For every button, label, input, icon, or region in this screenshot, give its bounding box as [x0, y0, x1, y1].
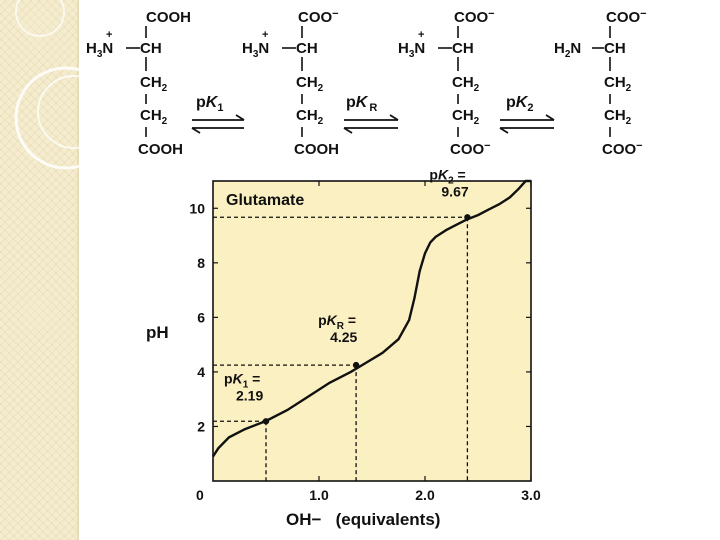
chart-title: Glutamate — [226, 192, 304, 209]
equilibrium-label: pK1 — [196, 94, 223, 114]
amine-charge: + — [418, 29, 424, 41]
pk-guide-lines — [213, 216, 469, 481]
amine-charge: + — [106, 29, 112, 41]
alpha-carbon: CH — [296, 40, 318, 57]
y-tick-label: 8 — [197, 255, 205, 271]
species-top-group: COO− — [454, 8, 495, 26]
y-tick-label: 4 — [197, 364, 205, 380]
ch2-group: CH2 — [140, 74, 168, 94]
ch2-group: CH2 — [452, 74, 480, 94]
titration-curve — [211, 179, 531, 458]
pk-point — [262, 418, 270, 425]
equilibrium-2: pK R — [343, 94, 399, 134]
species-top-group: COO− — [298, 8, 339, 26]
x-tick-label: 3.0 — [521, 487, 541, 503]
amine-group: H2N — [554, 40, 581, 60]
side-chain-group: COOH — [138, 141, 183, 158]
y-tick-labels: 2 4 6 8 10 — [189, 200, 531, 434]
y-tick-label: 2 — [197, 418, 205, 434]
side-chain-group: COO− — [450, 140, 491, 158]
x-tick-labels: 1.0 2.0 3.0 — [309, 181, 541, 503]
pk-labels: pK1 =2.19 pKR =4.25 pK2 =9.67 — [224, 166, 469, 403]
pk-value: 4.25 — [330, 329, 357, 345]
x-tick-label: 2.0 — [415, 487, 435, 503]
pk-label: pK2 = — [429, 166, 465, 186]
species-top-group: COO− — [606, 8, 647, 26]
side-chain-group: COOH — [294, 141, 339, 158]
alpha-carbon: CH — [452, 40, 474, 57]
y-axis-label: pH — [146, 323, 169, 342]
titration-plot: pK1 =2.19 pKR =4.25 pK2 =9.67 Glutamate 2 4… — [146, 166, 541, 529]
equilibrium-1: pK1 — [191, 94, 245, 134]
y-tick-label: 10 — [189, 200, 205, 216]
equilibrium-3: pK2 — [499, 94, 555, 134]
ch2-group: CH2 — [604, 107, 632, 127]
x-axis-label: OH− (equivalents) — [286, 510, 440, 529]
equilibrium-label: pK2 — [506, 94, 533, 114]
side-chain-group: COO− — [602, 140, 643, 158]
pk-value: 9.67 — [441, 183, 468, 199]
pk-point — [464, 214, 471, 221]
species-4: COO− H2N CH CH2 CH2 COO− — [554, 8, 647, 158]
species-1: COOH + H3N CH CH2 CH2 COOH — [86, 9, 191, 158]
amine-group: H3N — [398, 40, 425, 60]
species-3: COO− + H3N CH CH2 CH2 COO− — [398, 8, 495, 158]
equilibrium-label: pK R — [346, 94, 377, 114]
ch2-group: CH2 — [452, 107, 480, 127]
species-2: COO− + H3N CH CH2 CH2 COOH — [242, 8, 339, 158]
pk-value: 2.19 — [236, 387, 263, 403]
amine-charge: + — [262, 29, 268, 41]
x-tick-label: 1.0 — [309, 487, 329, 503]
y-tick-label: 6 — [197, 309, 205, 325]
ch2-group: CH2 — [604, 74, 632, 94]
origin-label: 0 — [196, 487, 204, 503]
pk-label: pK1 = — [224, 370, 260, 390]
ch2-group: CH2 — [140, 107, 168, 127]
sidebar-edge — [77, 0, 79, 540]
plot-area — [212, 180, 532, 482]
alpha-carbon: CH — [604, 40, 626, 57]
ch2-group: CH2 — [296, 74, 324, 94]
amine-group: H3N — [242, 40, 269, 60]
species-top-group: COOH — [146, 9, 191, 26]
pk-point — [352, 361, 360, 369]
alpha-carbon: CH — [140, 40, 162, 57]
ch2-group: CH2 — [296, 107, 324, 127]
pk-label: pKR = — [318, 312, 356, 332]
pk-points — [262, 214, 471, 425]
amine-group: H3N — [86, 40, 113, 60]
